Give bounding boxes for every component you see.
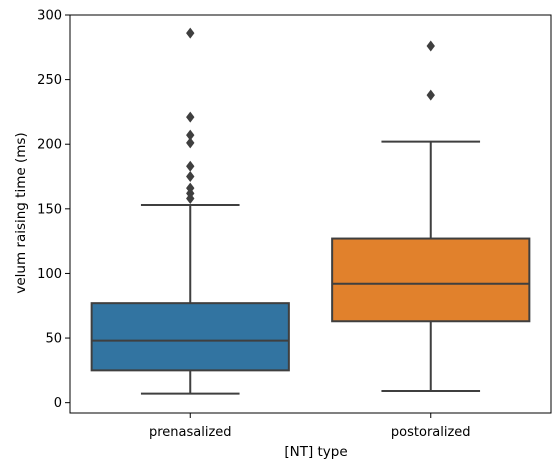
outlier-point [186, 27, 195, 39]
x-axis-label: [NT] type [284, 444, 347, 459]
x-tick-label: postoralized [391, 425, 471, 440]
plot-frame [69, 14, 552, 414]
outlier-point [186, 182, 195, 194]
y-tick-label: 150 [37, 202, 62, 217]
y-tick-label: 250 [37, 73, 62, 88]
box-prenasalized [90, 27, 290, 395]
outlier-point [186, 160, 195, 172]
y-tick-label: 100 [37, 267, 62, 282]
iqr-box [331, 237, 531, 323]
outlier-point [426, 40, 435, 52]
outlier-point [426, 89, 435, 101]
axes: 0 50 100 150 200 250 300 prenasalized postoraliz… [37, 9, 552, 440]
y-tick-label: 50 [45, 332, 62, 347]
outlier-point [186, 111, 195, 123]
outlier-point [186, 171, 195, 183]
x-tick-label: prenasalized [149, 425, 232, 440]
outlier-point [186, 137, 195, 149]
plot-area [90, 27, 531, 395]
y-axis-label: velum raising time (ms) [13, 132, 29, 293]
y-tick-label: 300 [37, 9, 62, 24]
box-postoralized [331, 40, 531, 393]
y-tick-label: 0 [54, 396, 62, 411]
y-tick-label: 200 [37, 138, 62, 153]
iqr-box [90, 302, 290, 372]
outlier-point [186, 129, 195, 141]
